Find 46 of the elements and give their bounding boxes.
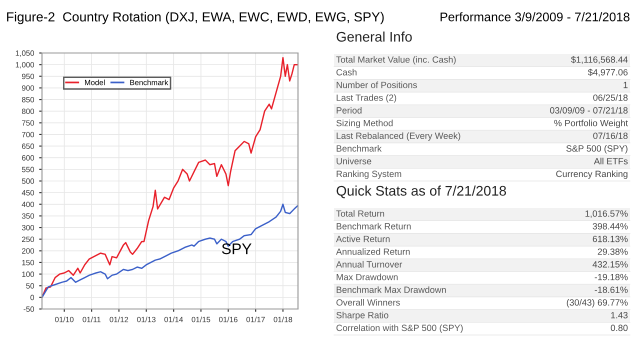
text: 398.44% <box>592 223 628 230</box>
text: 432.15% <box>592 261 628 268</box>
text: $4,977.06 <box>588 68 628 77</box>
text: -18.61% <box>594 286 628 293</box>
chart-title: Figure-2 Country Rotation (DXJ, EWA, EWC, EWD, EWG, SPY) <box>7 12 384 24</box>
text: 618.13% <box>592 236 628 242</box>
category-label: Benchmark Max Drawdown <box>336 286 446 293</box>
text: 07/16/18 <box>593 132 628 139</box>
category-label: General Info <box>336 32 412 42</box>
text: 03/09/09 - 07/21/18 <box>550 106 628 114</box>
text: 1,016.57% <box>586 210 628 218</box>
text: % Portfolio Weight <box>554 120 628 128</box>
text: 29.38% <box>598 248 628 255</box>
text: $1,116,568.44 <box>571 56 628 64</box>
text: Currency Ranking <box>556 170 628 179</box>
category-label: Number of Positions <box>336 82 417 88</box>
text: 1 <box>624 82 628 88</box>
category-label: Benchmark Return <box>336 222 411 230</box>
category-label: Last Rebalanced (Every Week) <box>336 132 460 141</box>
text: Performance 3/9/2009 - 7/21/2018 <box>440 12 630 22</box>
category-label: Annual Turnover <box>336 260 402 268</box>
text: 06/25/18 <box>593 94 628 101</box>
text: 1.43 <box>611 312 628 318</box>
category-label: Sizing Method <box>336 120 393 128</box>
category-label: Max Drawdown <box>336 274 398 280</box>
category-label: Ranking System <box>336 170 402 179</box>
category-label: Sharpe Ratio <box>336 312 388 320</box>
category-label: Overall Winners <box>336 299 400 306</box>
category-label: Universe <box>336 158 372 164</box>
category-label: Cash <box>336 68 356 76</box>
category-label: Correlation with S&P 500 (SPY) <box>336 324 463 333</box>
category-label: Total Return <box>336 210 384 217</box>
text: (30/43) 69.77% <box>566 299 628 308</box>
text: All ETFs <box>594 158 628 164</box>
text: 0.80 <box>610 324 628 332</box>
text: S&P 500 (SPY) <box>566 145 628 154</box>
line-series <box>42 204 298 298</box>
category-label: Active Return <box>336 236 390 242</box>
category-label: Last Trades (2) <box>336 94 396 103</box>
category-label: Total Market Value (inc. Cash) <box>336 56 456 65</box>
category-label: Benchmark <box>336 145 382 152</box>
text: -19.18% <box>594 274 628 280</box>
annotation: SPY <box>222 243 252 254</box>
category-label: Quick Stats as of 7/21/2018 <box>336 186 506 198</box>
category-label: Period <box>336 106 362 114</box>
category-label: Annualized Return <box>336 248 410 255</box>
